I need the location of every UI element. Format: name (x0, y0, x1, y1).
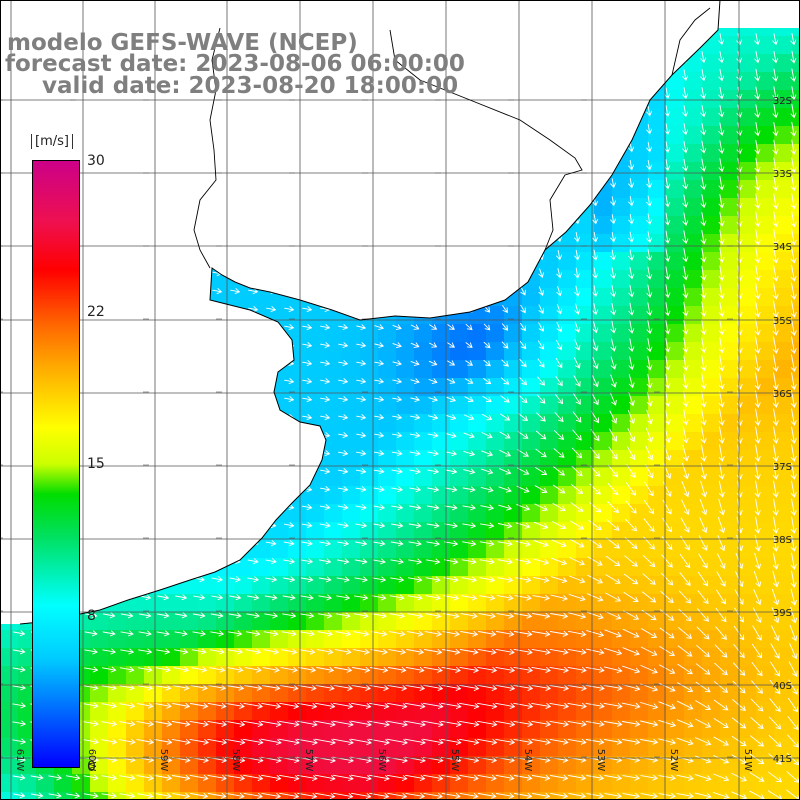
lon-label: 55W (449, 749, 460, 772)
colorbar-label-0: 0 (87, 759, 96, 775)
lon-label: 56W (376, 749, 387, 772)
lat-label: 34S (773, 242, 792, 253)
lon-label: 54W (522, 749, 533, 772)
lon-label: 52W (668, 749, 679, 772)
lat-label: 38S (773, 535, 792, 546)
lat-label: 37S (773, 462, 792, 473)
lon-label: 57W (303, 749, 314, 772)
lon-label: 51W (742, 749, 753, 772)
lon-label: 58W (230, 749, 241, 772)
land-mask (0, 0, 800, 624)
lat-label: 41S (773, 754, 792, 765)
lat-label: 39S (773, 608, 792, 619)
lat-label: 36S (773, 389, 792, 400)
grid-labels: 32S 33S 34S 35S 36S 37S 38S 39S 40S 41S 61W 60W 59W 5… (14, 96, 792, 771)
colorbar-label-15: 15 (87, 456, 105, 472)
colorbar (32, 160, 80, 768)
colorbar-label-8: 8 (87, 608, 96, 624)
model-title: modelo GEFS-WAVE (NCEP) (7, 30, 358, 56)
lon-label: 53W (595, 749, 606, 772)
lat-label: 35S (773, 316, 792, 327)
colorbar-label-22: 22 (87, 304, 105, 320)
valid-date: valid date: 2023-08-20 18:00:00 (42, 73, 459, 99)
colorbar-label-30: 30 (87, 153, 105, 169)
lat-label: 33S (773, 169, 792, 180)
lon-label: 59W (158, 749, 169, 772)
lon-label: 61W (14, 749, 25, 772)
lat-label: 40S (773, 681, 792, 692)
colorbar-units: [m/s] (31, 134, 73, 149)
lat-label: 32S (773, 96, 792, 107)
forecast-date: forecast date: 2023-08-06 06:00:00 (5, 51, 465, 77)
coastline (19, 0, 721, 625)
lon-label: 60W (86, 749, 97, 772)
